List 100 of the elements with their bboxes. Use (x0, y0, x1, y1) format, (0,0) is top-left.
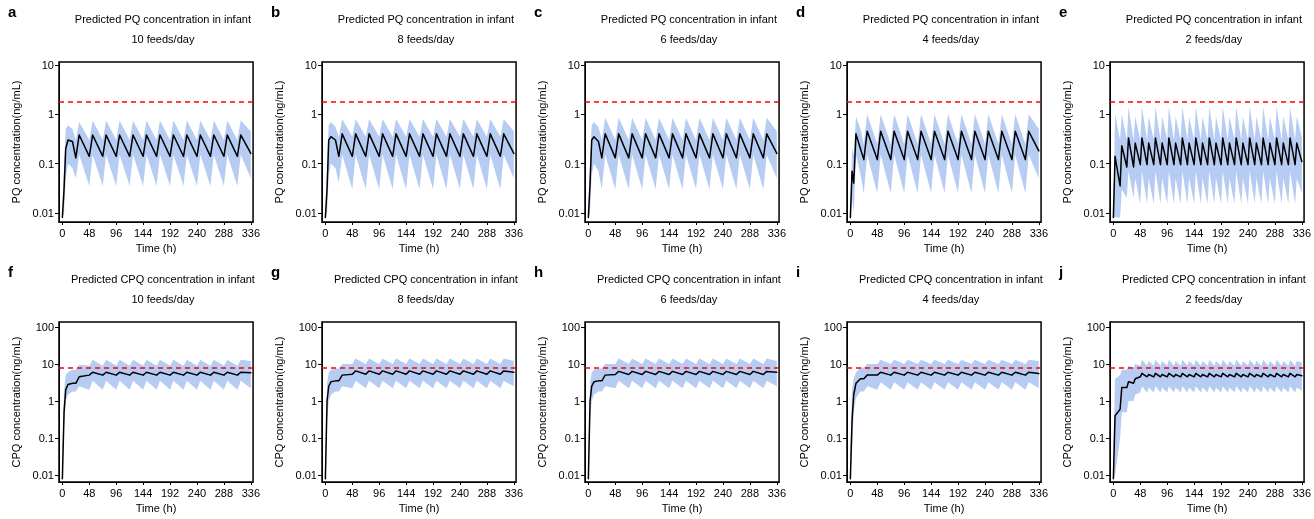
x-tick-label: 336 (767, 486, 786, 498)
y-axis-title: PQ concentration(ng/mL) (272, 80, 285, 204)
x-tick-label: 288 (214, 486, 234, 498)
y-tick-label: 0.1 (38, 431, 54, 444)
x-tick-label: 48 (871, 486, 884, 498)
y-tick-label: 10 (1092, 58, 1106, 71)
y-tick-label: 100 (561, 320, 580, 333)
x-tick-label: 144 (396, 226, 416, 239)
chart-subtitle: 8 feeds/day (397, 292, 455, 304)
chart-title: Predicted CPQ concentration in infant (333, 272, 518, 284)
y-tick-label: 1 (1099, 108, 1106, 121)
y-tick-label: 10 (830, 58, 843, 71)
y-tick-label: 10 (304, 357, 317, 370)
y-tick-label: 1 (47, 108, 54, 121)
x-tick-label: 288 (1003, 486, 1022, 498)
x-tick-label: 0 (847, 486, 854, 498)
chart-subtitle: 4 feeds/day (922, 32, 981, 45)
text: a (8, 3, 17, 20)
x-tick-label: 48 (871, 226, 884, 239)
x-tick-label: 0 (1110, 486, 1117, 498)
y-axis-title: CPQ concentration(ng/mL) (9, 336, 22, 467)
y-tick-label: 0.1 (827, 157, 843, 170)
y-tick-label: 1 (47, 394, 54, 407)
y-tick-label: 0.1 (301, 157, 317, 170)
chart-title: Predicted PQ concentration in infant (600, 12, 777, 25)
y-tick-label: 10 (304, 58, 317, 71)
x-tick-label: 96 (372, 226, 386, 239)
x-tick-label: 192 (686, 226, 705, 239)
x-tick-label: 336 (1292, 486, 1312, 498)
y-tick-label: 100 (298, 320, 317, 333)
x-tick-label: 48 (1134, 486, 1147, 498)
y-tick-label: 0.01 (820, 206, 843, 219)
x-tick-label: 0 (584, 226, 592, 239)
x-tick-label: 96 (898, 486, 911, 498)
y-tick-label: 0.01 (558, 206, 580, 219)
x-axis-title: Time (h) (135, 501, 177, 514)
x-tick-label: 192 (160, 226, 180, 239)
chart-title: Predicted CPQ concentration in infant (70, 272, 255, 284)
y-tick-label: 0.1 (564, 431, 580, 444)
x-tick-label: 288 (1265, 486, 1285, 498)
text: f (8, 262, 14, 280)
x-tick-label: 336 (241, 486, 260, 498)
chart-subtitle: 2 feeds/day (1185, 32, 1244, 45)
chart-subtitle: 8 feeds/day (397, 32, 455, 45)
x-tick-label: 240 (713, 226, 732, 239)
x-tick-label: 288 (477, 226, 496, 239)
x-tick-label: 192 (949, 226, 968, 239)
x-tick-label: 48 (83, 226, 96, 239)
y-tick-label: 1 (1099, 394, 1106, 407)
x-tick-label: 144 (396, 486, 416, 498)
x-axis-title: Time (h) (661, 242, 702, 255)
x-tick-label: 144 (1185, 486, 1204, 498)
x-tick-label: 192 (423, 226, 443, 239)
x-tick-label: 288 (1265, 226, 1285, 239)
y-axis-title: PQ concentration(ng/mL) (1060, 80, 1073, 204)
x-tick-label: 96 (110, 226, 123, 239)
x-tick-label: 0 (847, 226, 854, 239)
x-tick-label: 48 (345, 486, 359, 498)
y-tick-label: 1 (836, 394, 843, 407)
x-tick-label: 48 (345, 226, 359, 239)
chart-subtitle: 6 feeds/day (660, 292, 718, 304)
x-tick-label: 288 (740, 226, 759, 239)
x-tick-label: 0 (59, 486, 66, 498)
y-tick-label: 10 (830, 357, 843, 370)
x-tick-label: 96 (1161, 486, 1174, 498)
y-tick-label: 0.1 (1089, 157, 1106, 170)
chart-title: Predicted PQ concentration in infant (337, 12, 514, 25)
x-tick-label: 192 (160, 486, 180, 498)
text: d (796, 3, 806, 20)
x-axis-title: Time (h) (1186, 242, 1228, 255)
x-tick-label: 288 (214, 226, 234, 239)
x-axis-title: Time (h) (661, 501, 702, 514)
y-tick-label: 1 (310, 394, 317, 407)
x-tick-label: 48 (1134, 226, 1147, 239)
chart-subtitle: 4 feeds/day (922, 292, 981, 304)
x-tick-label: 48 (608, 226, 622, 239)
y-axis-title: CPQ concentration(ng/mL) (1060, 336, 1073, 467)
chart-title: Predicted CPQ concentration in infant (1122, 272, 1307, 284)
y-axis-title: PQ concentration(ng/mL) (535, 80, 548, 204)
x-tick-label: 96 (635, 486, 648, 498)
text: e (1059, 3, 1068, 20)
y-tick-label: 0.01 (295, 468, 317, 481)
x-tick-label: 336 (1030, 486, 1049, 498)
y-tick-label: 0.01 (1083, 206, 1106, 219)
x-tick-label: 0 (1110, 226, 1117, 239)
x-tick-label: 144 (133, 486, 153, 498)
y-tick-label: 0.1 (1089, 431, 1106, 444)
y-tick-label: 10 (41, 58, 54, 71)
y-tick-label: 100 (824, 320, 843, 333)
x-tick-label: 0 (322, 226, 329, 239)
x-tick-label: 192 (423, 486, 443, 498)
x-tick-label: 144 (1185, 226, 1204, 239)
x-tick-label: 240 (1238, 486, 1258, 498)
x-tick-label: 240 (187, 486, 207, 498)
text: h (533, 262, 543, 280)
x-tick-label: 192 (686, 486, 705, 498)
x-tick-label: 240 (450, 486, 469, 498)
x-axis-title: Time (h) (135, 242, 177, 255)
x-tick-label: 336 (1292, 226, 1312, 239)
y-tick-label: 10 (567, 58, 580, 71)
